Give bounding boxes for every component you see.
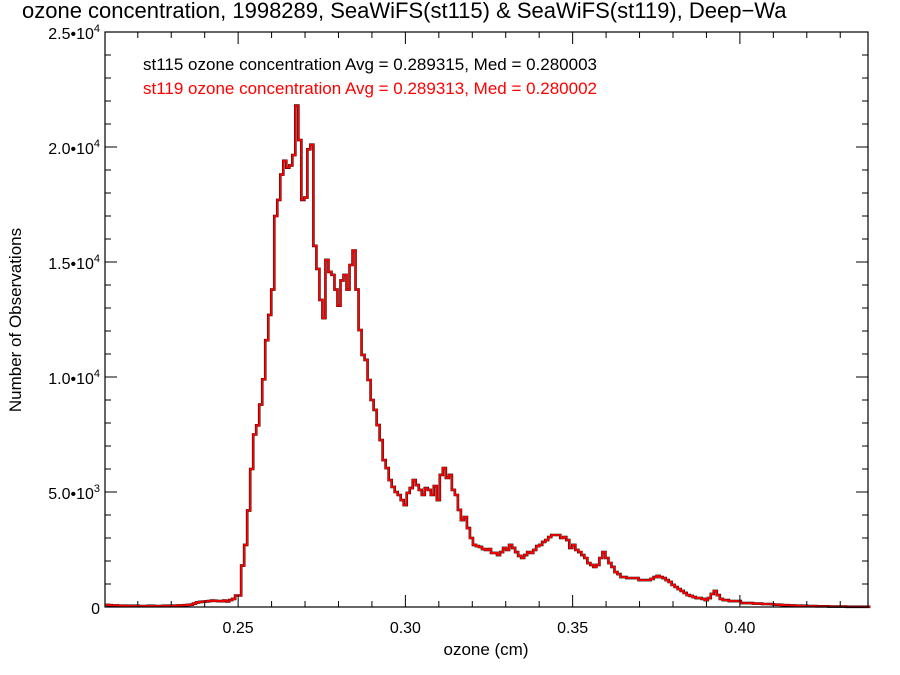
y-tick-mantissa: 2.0•10 bbox=[48, 141, 94, 158]
y-tick-label: 2.5•104 bbox=[48, 23, 100, 43]
y-tick-mantissa: 2.5•10 bbox=[48, 26, 94, 43]
axis-ticks: 0.25 0.30 0.35 0.4005.0•1031.0•1041.5•1042.… bbox=[48, 23, 868, 637]
y-tick-exponent: 4 bbox=[94, 368, 100, 380]
y-tick-mantissa: 5.0•10 bbox=[48, 486, 94, 503]
chart-title: ozone concentration, 1998289, SeaWiFS(st… bbox=[22, 0, 787, 23]
y-tick-label: 0 bbox=[91, 601, 100, 618]
plot-frame bbox=[104, 31, 869, 608]
annotation-st115: st115 ozone concentration Avg = 0.289315… bbox=[143, 55, 597, 74]
y-tick-exponent: 4 bbox=[94, 138, 100, 150]
series-line-st115 bbox=[105, 104, 871, 609]
annotation-st119: st119 ozone concentration Avg = 0.289313… bbox=[143, 79, 597, 98]
y-tick-label: 1.0•104 bbox=[48, 368, 100, 388]
y-tick-mantissa: 1.0•10 bbox=[48, 371, 94, 388]
x-tick-label: 0.35 bbox=[557, 620, 588, 637]
y-tick-mantissa: 1.5•10 bbox=[48, 256, 94, 273]
plot-series bbox=[105, 104, 871, 609]
x-axis-label: ozone (cm) bbox=[443, 640, 528, 659]
y-axis-label: Number of Observations bbox=[6, 228, 25, 412]
y-tick-label: 1.5•104 bbox=[48, 253, 100, 273]
y-tick-exponent: 3 bbox=[94, 483, 100, 495]
y-tick-exponent: 4 bbox=[94, 23, 100, 35]
y-tick-label: 5.0•103 bbox=[48, 483, 100, 503]
x-tick-label: 0.40 bbox=[724, 620, 755, 637]
y-tick-label: 2.0•104 bbox=[48, 138, 100, 158]
x-tick-label: 0.30 bbox=[390, 620, 421, 637]
y-tick-exponent: 4 bbox=[94, 253, 100, 265]
x-tick-label: 0.25 bbox=[223, 620, 254, 637]
y-tick-mantissa: 0 bbox=[91, 601, 100, 618]
series-line-st119 bbox=[105, 104, 871, 608]
